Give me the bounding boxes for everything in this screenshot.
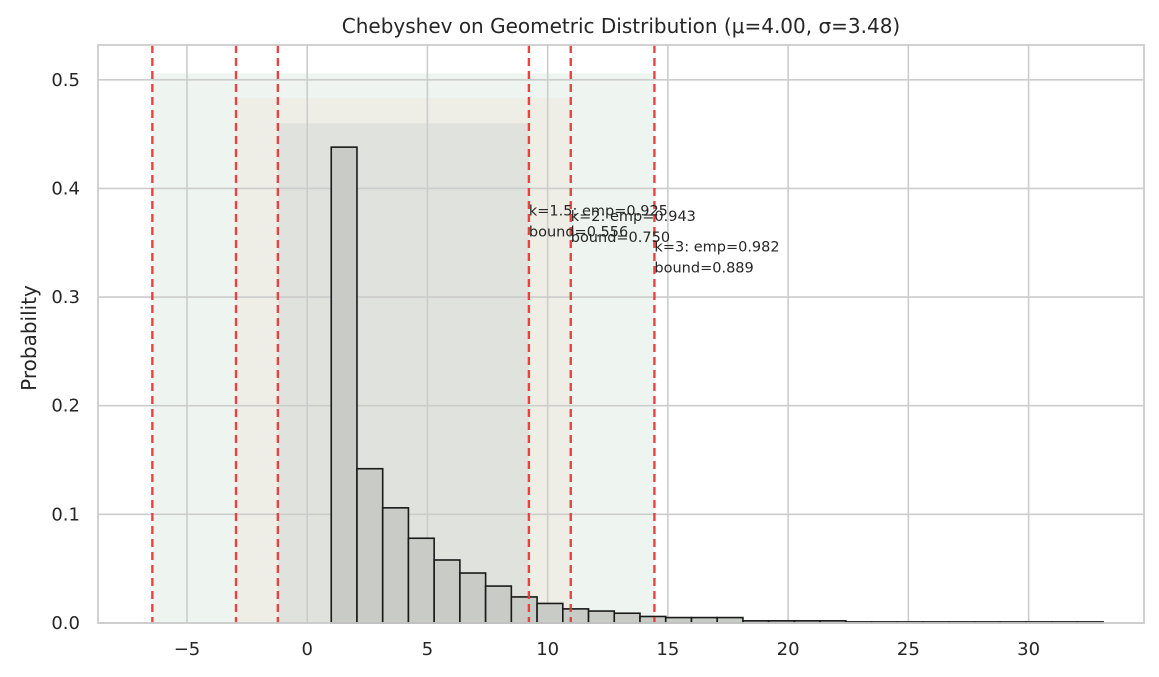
histogram-bar	[407, 537, 435, 624]
histogram-bar	[356, 467, 384, 624]
x-tick-label: 30	[1017, 639, 1040, 660]
x-tick-label: 0	[301, 639, 312, 660]
x-tick-label: 25	[897, 639, 920, 660]
x-tick-label: 5	[422, 639, 433, 660]
histogram-bars	[330, 146, 1104, 624]
tick-labels: −5 0 5 10 15 20 25 30 0.0 0.1 0.2 0.3 0.4 0.5	[51, 70, 1040, 660]
histogram-bar	[433, 559, 461, 624]
histogram-bar	[381, 507, 410, 624]
histogram-bar	[330, 146, 358, 624]
histogram-bar	[459, 572, 487, 624]
histogram-bar	[639, 615, 667, 624]
y-tick-label: 0.4	[51, 178, 80, 199]
plot-frame	[97, 44, 1145, 624]
y-tick-label: 0.1	[51, 504, 80, 525]
annotation-k3-bound: bound=0.889	[654, 260, 753, 276]
x-tick-label: 20	[777, 639, 800, 660]
chart-title: Chebyshev on Geometric Distribution (μ=4…	[342, 14, 900, 38]
y-axis-label: Probability	[17, 285, 41, 391]
x-tick-label: −5	[174, 639, 201, 660]
histogram-bar	[484, 585, 513, 624]
x-tick-label: 15	[656, 639, 679, 660]
histogram-bar	[562, 608, 590, 624]
annotation-k2-bound: bound=0.750	[571, 230, 670, 246]
histogram-bar	[587, 610, 616, 624]
x-tick-label: 10	[536, 639, 559, 660]
y-tick-label: 0.5	[51, 70, 80, 91]
y-tick-label: 0.0	[51, 613, 80, 634]
interval-boundary-lines	[151, 45, 656, 623]
histogram-bar	[536, 602, 564, 624]
y-tick-label: 0.2	[51, 396, 80, 417]
histogram-bar	[613, 612, 641, 624]
annotation-k3-emp: k=3: emp=0.982	[654, 239, 779, 255]
annotation-k1.5-emp: k=1.5: emp=0.925	[529, 204, 668, 220]
y-tick-label: 0.3	[51, 287, 80, 308]
annotation-k1.5-bound: bound=0.556	[529, 225, 628, 241]
annotation-k2-emp: k=2: emp=0.943	[571, 209, 696, 225]
histogram-bar	[510, 596, 538, 624]
